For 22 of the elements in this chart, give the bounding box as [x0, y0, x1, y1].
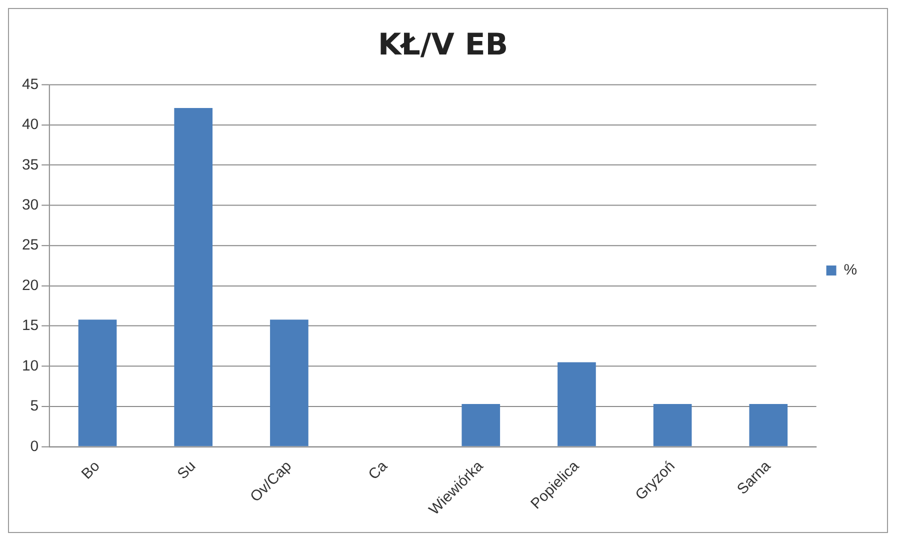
bar	[270, 320, 308, 446]
y-tick-label: 5	[30, 398, 39, 415]
legend-label: %	[844, 262, 858, 279]
bar	[174, 108, 213, 446]
y-tick-label: 45	[22, 76, 39, 93]
y-tick-label: 15	[22, 317, 39, 334]
y-tick-label: 0	[30, 438, 39, 455]
y-tick-label: 30	[22, 196, 39, 214]
chart-title: KŁ/V EB	[378, 28, 508, 63]
x-tick-label: Ca	[365, 457, 392, 484]
y-tick-label: 40	[22, 116, 39, 134]
y-tick-label: 10	[22, 357, 39, 374]
bar	[558, 362, 596, 446]
y-tick-label: 20	[22, 276, 39, 294]
y-tick-label: 35	[22, 156, 39, 174]
x-tick-label: Bo	[78, 458, 104, 483]
x-tick-label: Su	[174, 458, 200, 483]
bar	[749, 404, 788, 446]
bar	[78, 320, 117, 446]
bar	[462, 404, 500, 446]
bar	[653, 404, 692, 446]
y-tick-label: 25	[22, 236, 39, 254]
